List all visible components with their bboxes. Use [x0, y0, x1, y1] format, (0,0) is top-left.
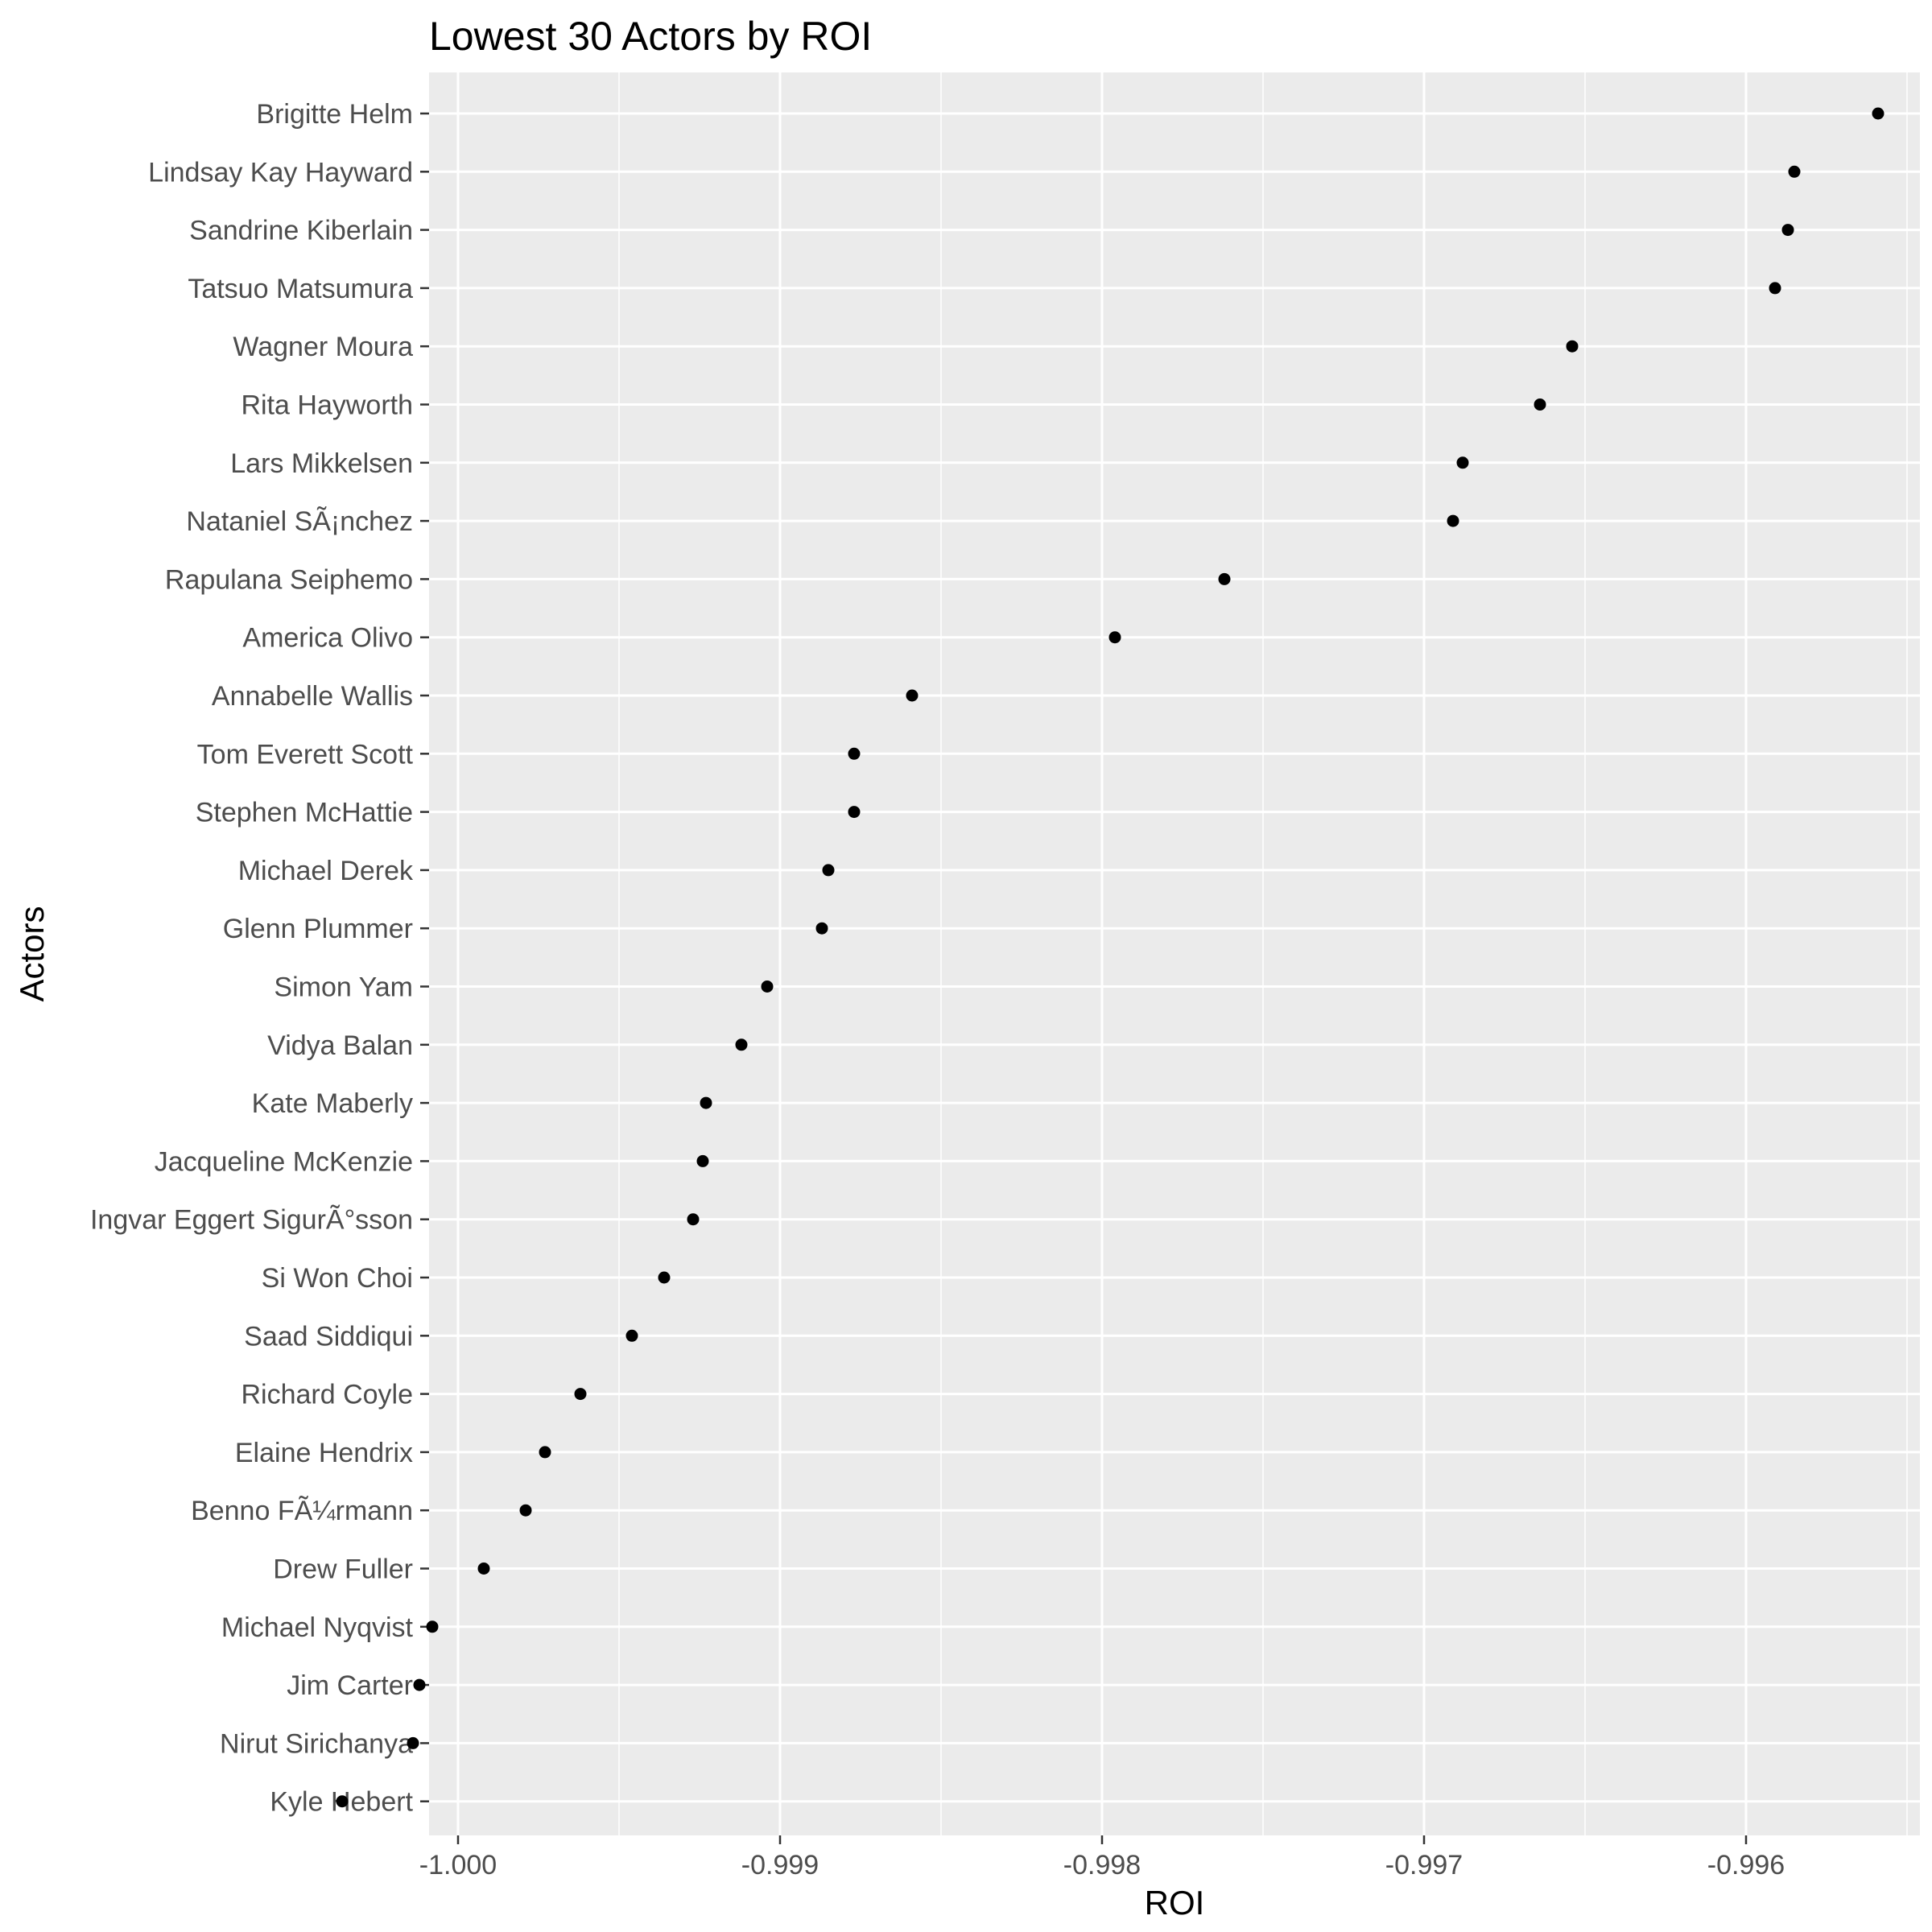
- data-point: [761, 980, 774, 993]
- y-tick-label: America Olivo: [242, 623, 413, 654]
- data-point: [700, 1096, 712, 1109]
- y-tick-label: Stephen McHattie: [196, 798, 413, 828]
- data-point: [815, 922, 828, 935]
- data-point: [1108, 631, 1121, 644]
- data-point: [906, 689, 919, 702]
- data-point: [519, 1504, 532, 1517]
- x-tick-label: -0.997: [1385, 1850, 1463, 1880]
- y-tick-label: Jacqueline McKenzie: [155, 1146, 413, 1177]
- y-tick-label: Drew Fuller: [273, 1554, 413, 1585]
- data-point: [625, 1329, 638, 1342]
- data-point: [1218, 572, 1231, 585]
- x-tick-label: -0.999: [741, 1850, 819, 1880]
- data-point: [687, 1213, 700, 1226]
- data-point: [407, 1736, 419, 1749]
- y-tick-label: Richard Coyle: [241, 1380, 413, 1410]
- data-point: [1788, 165, 1801, 178]
- data-point: [848, 806, 861, 819]
- y-tick-label: Vidya Balan: [267, 1030, 413, 1061]
- y-tick-label: Lars Mikkelsen: [230, 448, 413, 479]
- data-point: [658, 1271, 671, 1284]
- data-point: [1534, 398, 1546, 411]
- y-tick-label: Saad Siddiqui: [244, 1321, 413, 1352]
- plot-panel: [429, 72, 1920, 1835]
- data-point: [1781, 224, 1794, 237]
- x-tick-label: -1.000: [419, 1850, 497, 1880]
- y-tick-label: Michael Derek: [238, 856, 414, 886]
- y-axis: Brigitte Helm Lindsay Kay Hayward Sandrine…: [90, 99, 429, 1818]
- y-tick-label: Brigitte Helm: [256, 99, 413, 130]
- chart-title: Lowest 30 Actors by ROI: [429, 14, 872, 59]
- y-tick-label: Lindsay Kay Hayward: [148, 157, 413, 188]
- y-tick-label: Benno FÃ¼rmann: [191, 1496, 413, 1526]
- x-axis-title: ROI: [1145, 1884, 1205, 1922]
- data-point: [477, 1563, 490, 1575]
- data-point: [1566, 340, 1579, 353]
- y-tick-label: Annabelle Wallis: [212, 681, 413, 712]
- data-point: [1456, 456, 1469, 469]
- data-point: [735, 1038, 748, 1051]
- y-tick-label: Jim Carter: [287, 1670, 413, 1701]
- y-tick-label: Michael Nyqvist: [221, 1612, 414, 1643]
- y-axis-title: Actors: [13, 906, 51, 1001]
- y-tick-label: Tatsuo Matsumura: [188, 274, 413, 304]
- y-tick-label: Rapulana Seiphemo: [165, 564, 413, 595]
- data-point: [574, 1388, 587, 1401]
- y-tick-label: Glenn Plummer: [223, 914, 413, 944]
- y-tick-label: Rita Hayworth: [241, 390, 413, 421]
- y-tick-label: Si Won Choi: [262, 1263, 413, 1294]
- grid-lines: [429, 72, 1920, 1835]
- data-point: [413, 1678, 426, 1691]
- data-point: [336, 1795, 349, 1808]
- data-point: [696, 1154, 709, 1167]
- data-point: [1447, 514, 1459, 527]
- data-point: [822, 864, 835, 877]
- data-point: [539, 1446, 551, 1459]
- y-tick-label: Kate Maberly: [252, 1088, 413, 1119]
- x-tick-label: -0.996: [1707, 1850, 1785, 1880]
- y-tick-label: Tom Everett Scott: [197, 739, 414, 770]
- x-tick-label: -0.998: [1063, 1850, 1141, 1880]
- y-tick-label: Simon Yam: [274, 972, 413, 1003]
- y-tick-label: Sandrine Kiberlain: [189, 216, 413, 246]
- data-point: [426, 1620, 439, 1633]
- y-tick-label: Nirut Sirichanya: [220, 1728, 413, 1759]
- data-point: [848, 747, 861, 760]
- x-axis: -1.000 -0.999 -0.998 -0.997 -0.996: [419, 1835, 1785, 1880]
- y-tick-label: Elaine Hendrix: [235, 1438, 413, 1468]
- y-tick-label: Wagner Moura: [233, 332, 413, 362]
- data-points: [336, 107, 1885, 1808]
- data-point: [1769, 282, 1781, 295]
- y-tick-label: Nataniel SÃ¡nchez: [186, 506, 413, 537]
- y-tick-label: Ingvar Eggert SigurÃ°sson: [90, 1205, 413, 1236]
- data-point: [1872, 107, 1885, 120]
